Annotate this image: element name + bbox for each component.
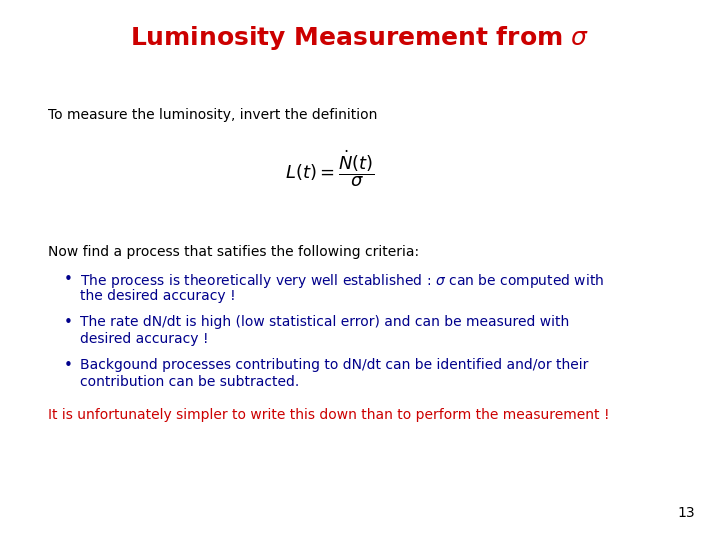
Text: Luminosity Measurement from $\sigma$: Luminosity Measurement from $\sigma$ <box>130 24 590 52</box>
Text: Now find a process that satifies the following criteria:: Now find a process that satifies the fol… <box>48 245 419 259</box>
Text: •: • <box>63 358 73 373</box>
Text: The process is theoretically very well established : $\sigma$ can be computed wi: The process is theoretically very well e… <box>80 272 604 290</box>
Text: It is unfortunately simpler to write this down than to perform the measurement !: It is unfortunately simpler to write thi… <box>48 408 610 422</box>
Text: Backgound processes contributing to dN/dt can be identified and/or their: Backgound processes contributing to dN/d… <box>80 358 588 372</box>
Text: desired accuracy !: desired accuracy ! <box>80 332 209 346</box>
Text: •: • <box>63 315 73 330</box>
Text: $L(t) = \dfrac{\dot{N}(t)}{\sigma}$: $L(t) = \dfrac{\dot{N}(t)}{\sigma}$ <box>285 148 375 189</box>
Text: •: • <box>63 272 73 287</box>
Text: the desired accuracy !: the desired accuracy ! <box>80 289 235 303</box>
Text: contribution can be subtracted.: contribution can be subtracted. <box>80 375 300 389</box>
Text: 13: 13 <box>678 506 695 520</box>
Text: To measure the luminosity, invert the definition: To measure the luminosity, invert the de… <box>48 108 377 122</box>
Text: The rate dN/dt is high (low statistical error) and can be measured with: The rate dN/dt is high (low statistical … <box>80 315 570 329</box>
